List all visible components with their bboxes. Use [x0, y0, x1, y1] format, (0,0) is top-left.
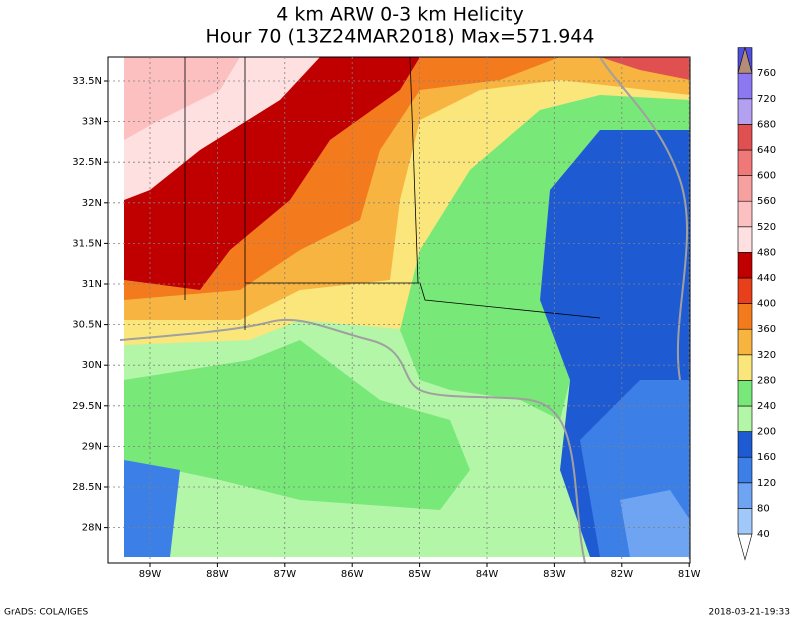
- colorbar-box: [737, 98, 753, 125]
- lon-label: 81W: [678, 569, 701, 580]
- colorbar-label: 680: [757, 119, 776, 130]
- footer-right: 2018-03-21-19:33: [709, 608, 791, 618]
- colorbar-box: [737, 380, 753, 407]
- lon-label: 85W: [408, 569, 431, 580]
- colorbar-label: 40: [757, 529, 770, 540]
- colorbar-label: 400: [757, 299, 776, 310]
- colorbar-box: [737, 431, 753, 458]
- colorbar-box: [737, 508, 753, 535]
- lon-label: 82W: [610, 569, 633, 580]
- lat-label: 32.5N: [72, 157, 102, 168]
- colorbar-label: 280: [757, 375, 776, 386]
- colorbar-box: [737, 124, 753, 151]
- map-field: [107, 56, 691, 564]
- footer-left: GrADS: COLA/IGES: [4, 608, 88, 618]
- colorbar-label: 480: [757, 247, 776, 258]
- lat-label: 28N: [82, 523, 102, 534]
- colorbar-box: [737, 277, 753, 304]
- colorbar-label: 640: [757, 145, 776, 156]
- lat-label: 33N: [82, 117, 102, 128]
- colorbar-box: [737, 456, 753, 484]
- colorbar-box: [737, 405, 753, 432]
- colorbar-label: 360: [757, 324, 776, 335]
- colorbar-box: [737, 252, 753, 279]
- colorbar-box: [737, 354, 753, 381]
- colorbar-label: 200: [757, 427, 776, 438]
- colorbar-triangle: [737, 46, 753, 74]
- lat-label: 31.5N: [72, 238, 102, 249]
- colorbar-label: 720: [757, 94, 776, 105]
- colorbar-label: 760: [757, 68, 776, 79]
- colorbar-box: [737, 226, 753, 253]
- lon-label: 87W: [273, 569, 296, 580]
- colorbar-box: [737, 303, 753, 330]
- lat-label: 31N: [82, 279, 102, 290]
- lat-label: 28.5N: [72, 482, 102, 493]
- colorbar-label: 120: [757, 478, 776, 489]
- colorbar-triangle: [737, 533, 753, 561]
- lon-label: 86W: [341, 569, 364, 580]
- colorbar-box: [737, 72, 753, 100]
- lon-label: 84W: [476, 569, 499, 580]
- colorbar-label: 520: [757, 222, 776, 233]
- lat-label: 30N: [82, 360, 102, 371]
- lat-label: 29N: [82, 441, 102, 452]
- lat-label: 30.5N: [72, 320, 102, 331]
- lat-label: 33.5N: [72, 76, 102, 87]
- colorbar-label: 80: [757, 503, 770, 514]
- colorbar-box: [737, 482, 753, 509]
- colorbar-box: [737, 175, 753, 202]
- colorbar-label: 320: [757, 350, 776, 361]
- lon-label: 89W: [139, 569, 162, 580]
- colorbar-label: 600: [757, 171, 776, 182]
- title-line2: Hour 70 (13Z24MAR2018) Max=571.944: [206, 26, 595, 48]
- colorbar-label: 440: [757, 273, 776, 284]
- colorbar-box: [737, 328, 753, 356]
- colorbar-label: 560: [757, 196, 776, 207]
- colorbar-label: 160: [757, 452, 776, 463]
- colorbar-box: [737, 149, 753, 176]
- colorbar-box: [737, 200, 753, 228]
- lon-label: 83W: [543, 569, 566, 580]
- title-line1: 4 km ARW 0-3 km Helicity: [276, 4, 524, 26]
- lat-label: 29.5N: [72, 401, 102, 412]
- lon-label: 88W: [206, 569, 229, 580]
- lat-label: 32N: [82, 198, 102, 209]
- colorbar-label: 240: [757, 401, 776, 412]
